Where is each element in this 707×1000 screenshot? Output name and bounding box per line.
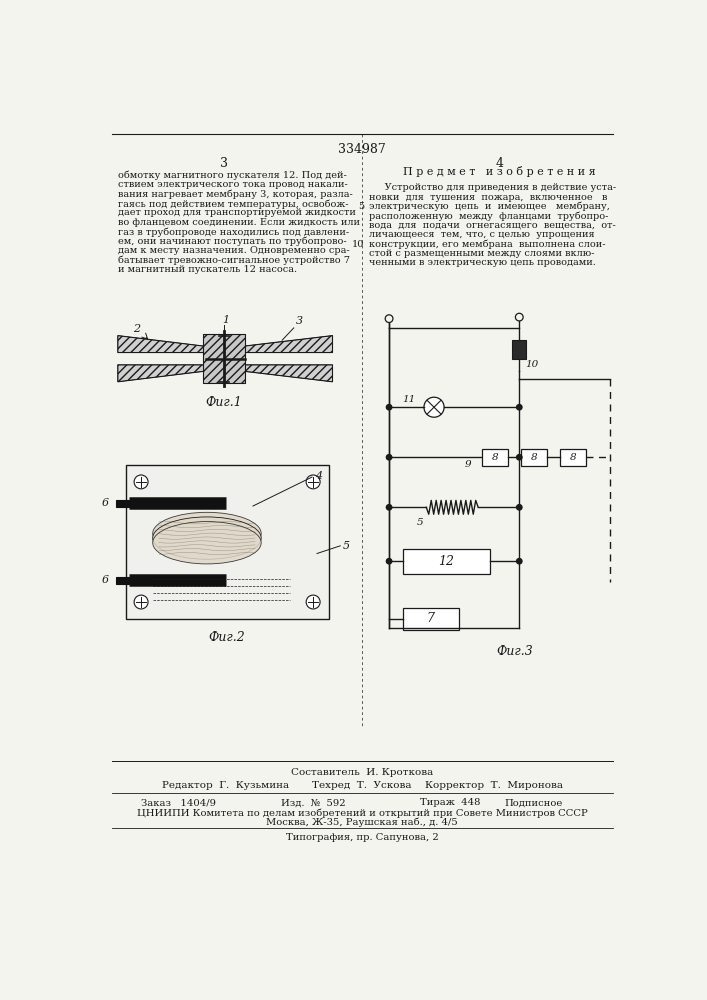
Text: 334987: 334987	[338, 143, 386, 156]
Text: Корректор  Т.  Миронова: Корректор Т. Миронова	[425, 781, 563, 790]
Text: 10: 10	[352, 240, 364, 249]
Text: Тираж  448: Тираж 448	[420, 798, 481, 807]
Text: 11: 11	[402, 395, 416, 404]
Bar	[403, 549, 490, 574]
Text: расположенную  между  фланцами  трубопро-: расположенную между фланцами трубопро-	[369, 211, 608, 221]
Text: 10: 10	[525, 360, 539, 369]
Text: ствием электрического тока провод накали-: ствием электрического тока провод накали…	[118, 180, 348, 189]
Bar	[513, 340, 526, 359]
Bar	[403, 608, 459, 630]
Text: Техред  Т.  Ускова: Техред Т. Ускова	[312, 781, 411, 790]
Text: 3: 3	[220, 157, 228, 170]
Bar	[559, 449, 586, 466]
Bar	[116, 577, 129, 584]
Text: Фиг.1: Фиг.1	[206, 396, 243, 409]
Bar	[126, 465, 329, 619]
Text: 2: 2	[133, 324, 140, 334]
Text: батывает тревожно-сигнальное устройство 7: батывает тревожно-сигнальное устройство …	[118, 255, 350, 265]
Circle shape	[306, 475, 320, 489]
Circle shape	[515, 313, 523, 321]
Text: 1: 1	[222, 315, 229, 325]
Polygon shape	[118, 365, 206, 382]
Polygon shape	[118, 336, 206, 353]
Text: 5: 5	[343, 541, 350, 551]
Text: электрическую  цепь  и  имеющее   мембрану,: электрическую цепь и имеющее мембрану,	[369, 202, 610, 211]
Bar	[521, 449, 547, 466]
Text: 7: 7	[427, 612, 435, 625]
Circle shape	[134, 475, 148, 489]
Text: во фланцевом соединении. Если жидкость или: во фланцевом соединении. Если жидкость и…	[118, 218, 360, 227]
Text: Заказ   1404/9: Заказ 1404/9	[141, 798, 216, 807]
Text: 8: 8	[531, 453, 537, 462]
Text: ченными в электрическую цепь проводами.: ченными в электрическую цепь проводами.	[369, 258, 596, 267]
Text: Москва, Ж-35, Раушская наб., д. 4/5: Москва, Ж-35, Раушская наб., д. 4/5	[266, 818, 458, 827]
Text: 3: 3	[296, 316, 303, 326]
Circle shape	[386, 505, 392, 510]
Text: вода  для  подачи  огнегасящего  вещества,  от-: вода для подачи огнегасящего вещества, о…	[369, 221, 616, 230]
Text: стой с размещенными между слоями вклю-: стой с размещенными между слоями вклю-	[369, 249, 595, 258]
Polygon shape	[242, 365, 332, 382]
Circle shape	[386, 455, 392, 460]
Text: Фиг.3: Фиг.3	[496, 645, 533, 658]
Circle shape	[424, 397, 444, 417]
Text: Редактор  Г.  Кузьмина: Редактор Г. Кузьмина	[162, 781, 289, 790]
Text: 5: 5	[358, 202, 364, 211]
Text: 8: 8	[569, 453, 576, 462]
Circle shape	[386, 405, 392, 410]
Circle shape	[517, 505, 522, 510]
Circle shape	[517, 559, 522, 564]
Text: и магнитный пускатель 12 насоса.: и магнитный пускатель 12 насоса.	[118, 265, 297, 274]
Circle shape	[385, 315, 393, 323]
Text: 4: 4	[315, 471, 322, 481]
Polygon shape	[203, 334, 245, 383]
Circle shape	[517, 455, 522, 460]
Text: 9: 9	[464, 460, 472, 469]
Text: П р е д м е т   и з о б р е т е н и я: П р е д м е т и з о б р е т е н и я	[403, 166, 595, 177]
Circle shape	[306, 595, 320, 609]
Text: дает проход для транспортируемой жидкости: дает проход для транспортируемой жидкост…	[118, 208, 356, 217]
Text: Подписное: Подписное	[504, 798, 563, 807]
Text: 6: 6	[101, 575, 109, 585]
Text: ем, они начинают поступать по трубопрово-: ем, они начинают поступать по трубопрово…	[118, 237, 346, 246]
Text: гаясь под действием температуры, освобож-: гаясь под действием температуры, освобож…	[118, 199, 349, 209]
Text: вания нагревает мембрану 3, которая, разла-: вания нагревает мембрану 3, которая, раз…	[118, 190, 353, 199]
Text: Типография, пр. Сапунова, 2: Типография, пр. Сапунова, 2	[286, 833, 438, 842]
Circle shape	[517, 405, 522, 410]
Polygon shape	[242, 336, 332, 353]
Bar	[116, 500, 129, 507]
Text: 6: 6	[101, 498, 109, 508]
Circle shape	[134, 595, 148, 609]
Text: газ в трубопроводе находились под давлени-: газ в трубопроводе находились под давлен…	[118, 227, 349, 237]
Text: 12: 12	[438, 555, 455, 568]
Text: дам к месту назначения. Одновременно сра-: дам к месту назначения. Одновременно сра…	[118, 246, 349, 255]
Text: 8: 8	[492, 453, 498, 462]
Ellipse shape	[153, 512, 261, 555]
Text: Устройство для приведения в действие уста-: Устройство для приведения в действие уст…	[369, 183, 616, 192]
Text: обмотку магнитного пускателя 12. Под дей-: обмотку магнитного пускателя 12. Под дей…	[118, 171, 346, 180]
Text: Составитель  И. Кроткова: Составитель И. Кроткова	[291, 768, 433, 777]
Circle shape	[386, 559, 392, 564]
Text: личающееся  тем, что, с целью  упрощения: личающееся тем, что, с целью упрощения	[369, 230, 595, 239]
Ellipse shape	[153, 522, 261, 564]
Text: 5: 5	[416, 518, 423, 527]
Ellipse shape	[153, 517, 261, 559]
Text: новки  для  тушения  пожара,  включенное   в: новки для тушения пожара, включенное в	[369, 193, 607, 202]
Text: конструкции, его мембрана  выполнена слои-: конструкции, его мембрана выполнена слои…	[369, 240, 605, 249]
Text: Фиг.2: Фиг.2	[209, 631, 245, 644]
Text: 4: 4	[495, 157, 503, 170]
Bar	[482, 449, 508, 466]
Text: ЦНИИПИ Комитета по делам изобретений и открытий при Совете Министров СССР: ЦНИИПИ Комитета по делам изобретений и о…	[136, 808, 588, 818]
Text: Изд.  №  592: Изд. № 592	[281, 798, 345, 807]
